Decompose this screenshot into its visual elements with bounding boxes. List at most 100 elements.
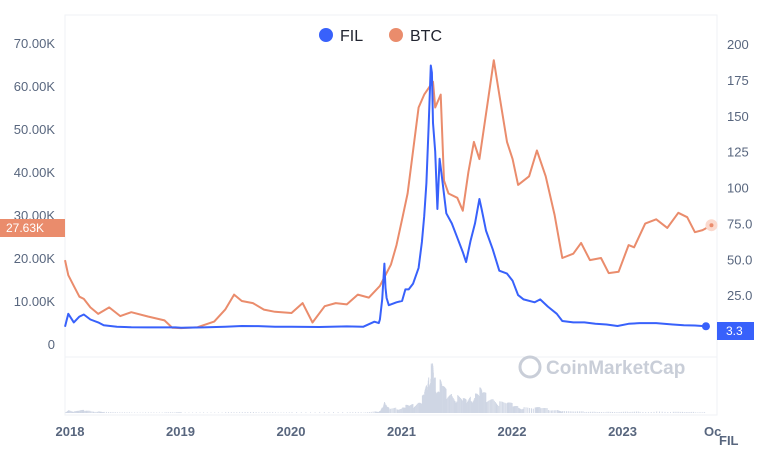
left-tick-label: 10.00K [14,294,56,309]
volume-bar [550,410,552,413]
volume-bar [401,408,403,413]
volume-bar [94,411,96,413]
volume-bar [71,411,73,413]
volume-bar [535,407,537,413]
volume-bar [580,411,582,413]
volume-bar [100,411,102,413]
volume-bar [110,412,112,413]
volume-bar [455,402,457,413]
x-tick-label: 2021 [387,424,416,439]
volume-bar [656,411,658,413]
volume-bar [676,411,678,413]
volume-bar [98,411,100,413]
volume-bar [252,412,254,413]
volume-bar [612,412,613,413]
legend-item-fil[interactable]: FIL [319,28,363,45]
volume-bar [101,412,103,413]
volume-bar [467,400,469,413]
volume-bar [69,410,71,413]
volume-bar [73,411,75,413]
volume-bar [659,411,660,413]
volume-bar [90,411,92,413]
volume-bar [392,408,394,413]
volume-bar [475,393,477,413]
volume-bar [486,402,487,413]
volume-bar [680,411,682,413]
volume-bar [642,412,644,413]
volume-bar [375,411,377,413]
volume-bar [75,411,77,413]
volume-bar [623,411,625,413]
volume-bar [275,412,276,413]
volume-bar [445,388,447,413]
volume-bar [258,412,260,413]
volume-bar [496,403,497,413]
volume-bar [469,398,471,413]
volume-bar [180,412,182,413]
volume-bar [352,412,354,413]
volume-bar [84,410,86,413]
volume-bar [81,410,83,413]
volume-bar [475,393,476,413]
volume-bar [510,402,512,413]
volume-bar [452,397,454,413]
volume-bar [124,412,126,413]
volume-bar [444,386,445,413]
left-tick-label: 0 [48,337,55,352]
volume-bar [228,412,229,413]
volume-bar [103,411,105,413]
volume-bar [102,412,104,413]
volume-bar [405,404,407,413]
volume-bar [488,400,490,413]
volume-bar [415,404,417,413]
volume-bar [395,407,397,413]
legend[interactable]: FIL BTC [319,28,442,45]
volume-bar [508,402,510,413]
volume-bar [578,411,580,413]
volume-bar [112,412,114,413]
volume-bar [360,412,362,413]
volume-bar [493,400,495,413]
volume-bar [461,400,463,413]
volume-bar [462,398,464,413]
right-axis-title: FIL [719,433,739,448]
volume-bar [610,411,612,413]
btc-legend-swatch [389,28,403,42]
volume-bar [250,412,252,413]
volume-bar [244,412,246,413]
volume-bar [176,412,178,413]
legend-item-btc[interactable]: BTC [389,28,442,45]
volume-bar [617,412,619,413]
volume-bar [136,412,138,413]
volume-bar [575,411,577,413]
volume-bar [121,412,123,413]
volume-bar [442,386,444,413]
volume-bar [624,411,626,413]
volume-bar [463,398,465,413]
volume-bar [468,399,470,413]
volume-bar [68,410,70,413]
volume-bar [171,412,173,413]
volume-bar [410,405,412,413]
right-tick-label: 150 [727,109,749,124]
volume-bar [476,393,478,413]
x-axis-ticks: 2018 2019 2020 2021 2022 2023 Oc [56,424,722,439]
volume-bar [411,404,413,413]
volume-bar [65,412,66,413]
volume-bar [593,411,595,413]
volume-bar [446,398,448,413]
volume-bar [531,408,532,413]
volume-bar [210,412,212,413]
volume-bar [310,412,311,413]
volume-bar [206,412,208,413]
volume-bar [667,412,669,413]
volume-bar [126,412,128,413]
volume-bar [72,411,73,413]
volume-bar [552,410,554,413]
volume-bar [105,411,107,413]
volume-bar [396,409,398,413]
volume-bar [632,411,634,413]
volume-bar [647,412,649,413]
volume-bar [236,412,238,413]
